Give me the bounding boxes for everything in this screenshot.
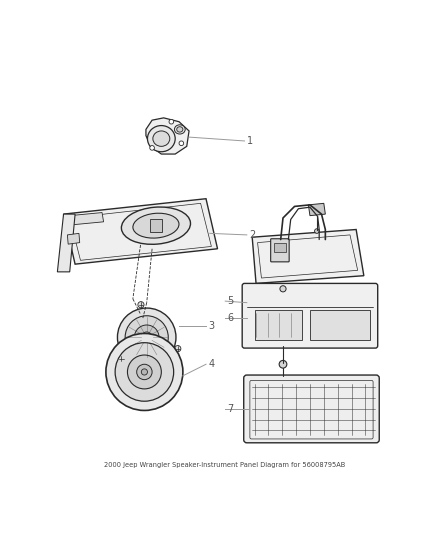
Circle shape [314, 229, 319, 233]
FancyBboxPatch shape [244, 375, 379, 443]
Text: 1: 1 [247, 136, 253, 146]
Polygon shape [150, 220, 162, 232]
Circle shape [115, 343, 173, 401]
Ellipse shape [133, 213, 179, 238]
Polygon shape [67, 233, 80, 244]
Circle shape [137, 364, 152, 379]
Polygon shape [308, 203, 325, 216]
FancyBboxPatch shape [271, 239, 289, 262]
Polygon shape [274, 243, 286, 252]
Circle shape [106, 334, 183, 410]
Polygon shape [57, 214, 75, 272]
Text: 2: 2 [249, 230, 255, 240]
Circle shape [279, 360, 287, 368]
Circle shape [138, 302, 144, 308]
Circle shape [169, 119, 173, 124]
Polygon shape [310, 310, 370, 340]
Circle shape [117, 308, 176, 367]
Circle shape [280, 286, 286, 292]
Text: 7: 7 [228, 404, 234, 414]
Ellipse shape [174, 125, 185, 134]
Text: 3: 3 [208, 321, 215, 331]
Circle shape [127, 355, 161, 389]
Ellipse shape [177, 127, 183, 132]
Circle shape [179, 141, 184, 146]
Circle shape [134, 325, 159, 350]
Text: 6: 6 [228, 313, 234, 323]
Text: 2000 Jeep Wrangler Speaker-Instrument Panel Diagram for 56008795AB: 2000 Jeep Wrangler Speaker-Instrument Pa… [104, 462, 345, 468]
Circle shape [141, 369, 148, 375]
Polygon shape [252, 230, 364, 284]
Polygon shape [70, 213, 103, 225]
FancyBboxPatch shape [242, 284, 378, 348]
Polygon shape [254, 310, 302, 340]
Ellipse shape [121, 207, 191, 244]
Ellipse shape [148, 126, 175, 152]
Circle shape [150, 146, 155, 150]
Text: 4: 4 [208, 359, 215, 369]
Circle shape [125, 316, 168, 359]
Ellipse shape [153, 131, 170, 147]
Polygon shape [146, 118, 189, 154]
Polygon shape [64, 199, 218, 264]
Circle shape [118, 356, 124, 362]
Text: 5: 5 [228, 296, 234, 306]
Circle shape [141, 332, 152, 343]
Circle shape [175, 345, 181, 352]
